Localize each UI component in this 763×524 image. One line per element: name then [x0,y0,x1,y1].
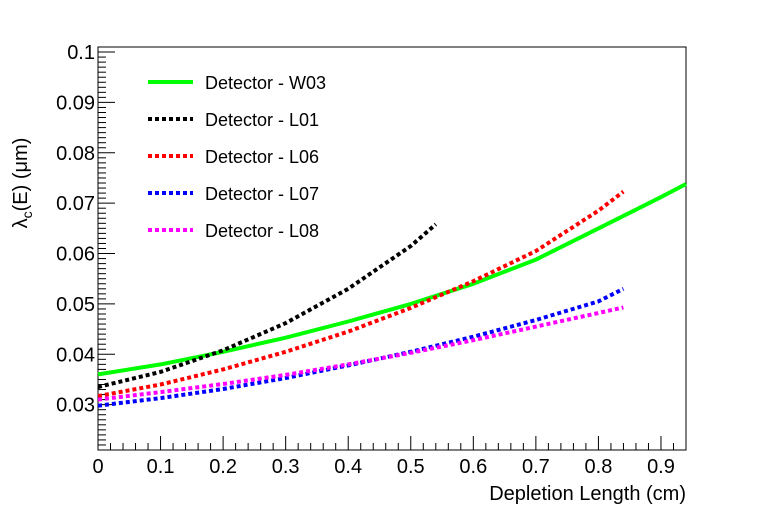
y-axis-label-unit: (E) (μm) [10,138,32,212]
y-tick-label: 0.05 [56,294,95,316]
x-tick-label: 0.7 [522,456,550,478]
y-tick-label: 0.1 [67,42,95,64]
y-axis-ticks: 0.03 0.04 0.05 0.06 0.07 0.08 0.09 0.1 [56,42,115,446]
y-tick-label: 0.06 [56,244,95,266]
legend-label: Detector - L08 [205,221,319,241]
y-tick-label: 0.03 [56,395,95,417]
series-line-l07 [97,287,625,408]
x-tick-label: 0.6 [459,456,487,478]
x-tick-label: 0.8 [585,456,613,478]
x-tick-label: 0.3 [272,456,300,478]
y-tick-label: 0.08 [56,143,95,165]
legend: Detector - W03 Detector - L01 Detector - L… [148,73,326,241]
series-line-l01 [97,222,438,389]
plot-frame [97,46,687,451]
legend-label: Detector - W03 [205,73,326,93]
legend-label: Detector - L06 [205,147,319,167]
x-tick-label: 0.2 [209,456,237,478]
y-tick-label: 0.04 [56,344,95,366]
x-tick-label: 0 [92,456,103,478]
x-tick-label: 0.1 [147,456,175,478]
x-tick-label: 0.4 [334,456,362,478]
y-tick-label: 0.09 [56,92,95,114]
y-axis-label: λc(E) (μm) [10,138,35,229]
series-lines [97,182,687,408]
series-line-l08 [97,305,624,402]
x-axis-ticks: 0 0.1 0.2 0.3 0.4 0.5 0.6 0.7 0.8 0.9 [92,436,687,478]
legend-label: Detector - L07 [205,184,319,204]
x-tick-label: 0.5 [397,456,425,478]
y-axis-label-symbol: λ [10,218,32,228]
x-tick-label: 0.9 [647,456,675,478]
legend-label: Detector - L01 [205,110,319,130]
y-tick-label: 0.07 [56,193,95,215]
y-axis-label-subscript: c [19,211,35,218]
series-line-l06 [97,190,625,399]
x-axis-label: Depletion Length (cm) [489,483,686,505]
